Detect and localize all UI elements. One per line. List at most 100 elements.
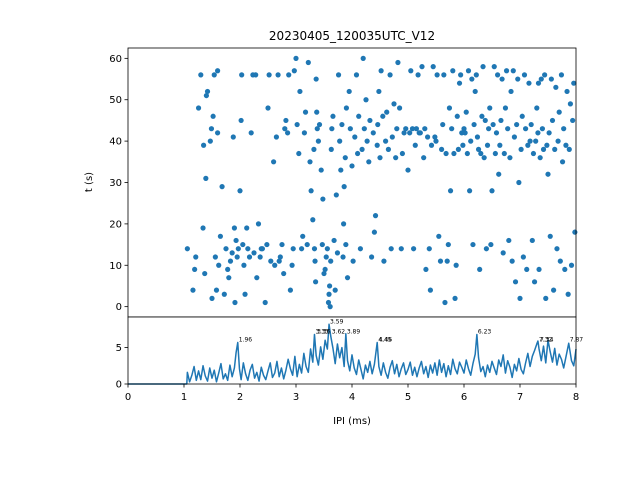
scatter-point [442,299,448,306]
scatter-point [311,246,318,252]
scatter-point [200,225,206,231]
peak-label: 4.46 [379,336,393,343]
scatter-point [337,138,343,144]
scatter-point [370,130,376,136]
scatter-point [512,279,519,285]
scatter-point [492,150,498,157]
scatter-point [304,241,310,248]
scatter-point [307,159,313,165]
scatter-point [558,72,565,78]
scatter-point [223,246,229,252]
peak-annotations: 1.96 3.333.36 3.59 3.62 3.89 4.454.46 6.23 7.32… [239,318,584,343]
histogram-x-tick-label: 1 [181,392,187,403]
scatter-point [419,64,425,70]
scatter-point [251,250,257,256]
histogram-y-tick-label: 0 [116,380,122,391]
scatter-point [480,64,486,70]
histogram-x-ticks: 0 1 2 3 4 5 6 7 8 [125,384,579,403]
scatter-point [321,270,327,277]
scatter-point [291,68,297,74]
scatter-point [294,121,300,128]
peak-label: 1.96 [239,336,253,343]
scatter-point [443,150,449,157]
scatter-point [475,146,482,152]
scatter-point [265,105,271,111]
scatter-point [282,126,288,132]
scatter-point [302,109,309,115]
scatter-point [441,72,447,78]
scatter-point [377,155,383,161]
scatter-point [434,72,440,78]
scatter-point [394,126,400,132]
scatter-point [524,266,530,273]
scatter-point [376,88,382,95]
scatter-point [534,105,540,111]
scatter-point [460,142,466,148]
scatter-point [240,241,246,248]
scatter-point [201,142,207,148]
scatter-point [486,126,492,132]
peak-label: 3.59 [330,318,344,325]
scatter-point [369,254,375,260]
scatter-point [340,254,346,260]
scatter-point [293,55,299,61]
scatter-point [219,184,225,190]
scatter-point [432,134,438,140]
scatter-point [350,258,356,264]
scatter-point [508,88,514,95]
scatter-point [503,68,510,74]
scatter-point [310,217,316,223]
scatter-point [546,130,552,136]
scatter-point [343,241,349,248]
peak-label: 3.36 [317,328,331,335]
scatter-point [248,130,254,136]
scatter-point [217,233,223,239]
scatter-point [343,105,349,111]
scatter-point [517,295,523,301]
scatter-point [565,291,571,297]
scatter-point [195,105,202,111]
scatter-point [526,80,532,86]
scatter-point [332,287,338,293]
histogram-x-tick-label: 2 [237,392,243,403]
scatter-point [385,146,391,152]
scatter-point [473,72,479,78]
scatter-point [488,241,494,248]
scatter-point [311,146,317,152]
scatter-point [408,68,414,74]
scatter-point [331,237,337,244]
scatter-point [318,167,324,173]
scatter-point [407,130,413,136]
scatter-point [253,72,259,78]
scatter-point [452,295,458,301]
scatter-point [241,262,247,268]
scatter-point [505,126,511,132]
scatter-point [498,117,504,124]
scatter-point [511,134,517,140]
scatter-point [315,138,321,144]
scatter-point [557,258,563,264]
histogram-x-tick-label: 7 [517,392,523,403]
scatter-point [516,179,522,186]
scatter-point [266,72,272,78]
scatter-point [327,304,333,310]
scatter-point [207,138,213,144]
scatter-point [233,237,239,244]
scatter-point [268,258,274,264]
scatter-point [444,258,450,264]
scatter-point [555,138,561,144]
scatter-point [208,126,215,132]
scatter-point [535,130,541,136]
scatter-point [527,138,533,144]
scatter-point [320,196,326,202]
scatter-point [378,68,384,74]
scatter-point [221,291,227,297]
scatter-point [447,188,454,194]
peak-label: 3.33 [315,328,329,335]
scatter-point [275,72,281,78]
scatter-point [314,126,320,132]
scatter-point [413,126,419,132]
scatter-point [507,155,513,161]
histogram-x-axis-label: IPI (ms) [333,416,371,427]
scatter-point [212,254,218,260]
